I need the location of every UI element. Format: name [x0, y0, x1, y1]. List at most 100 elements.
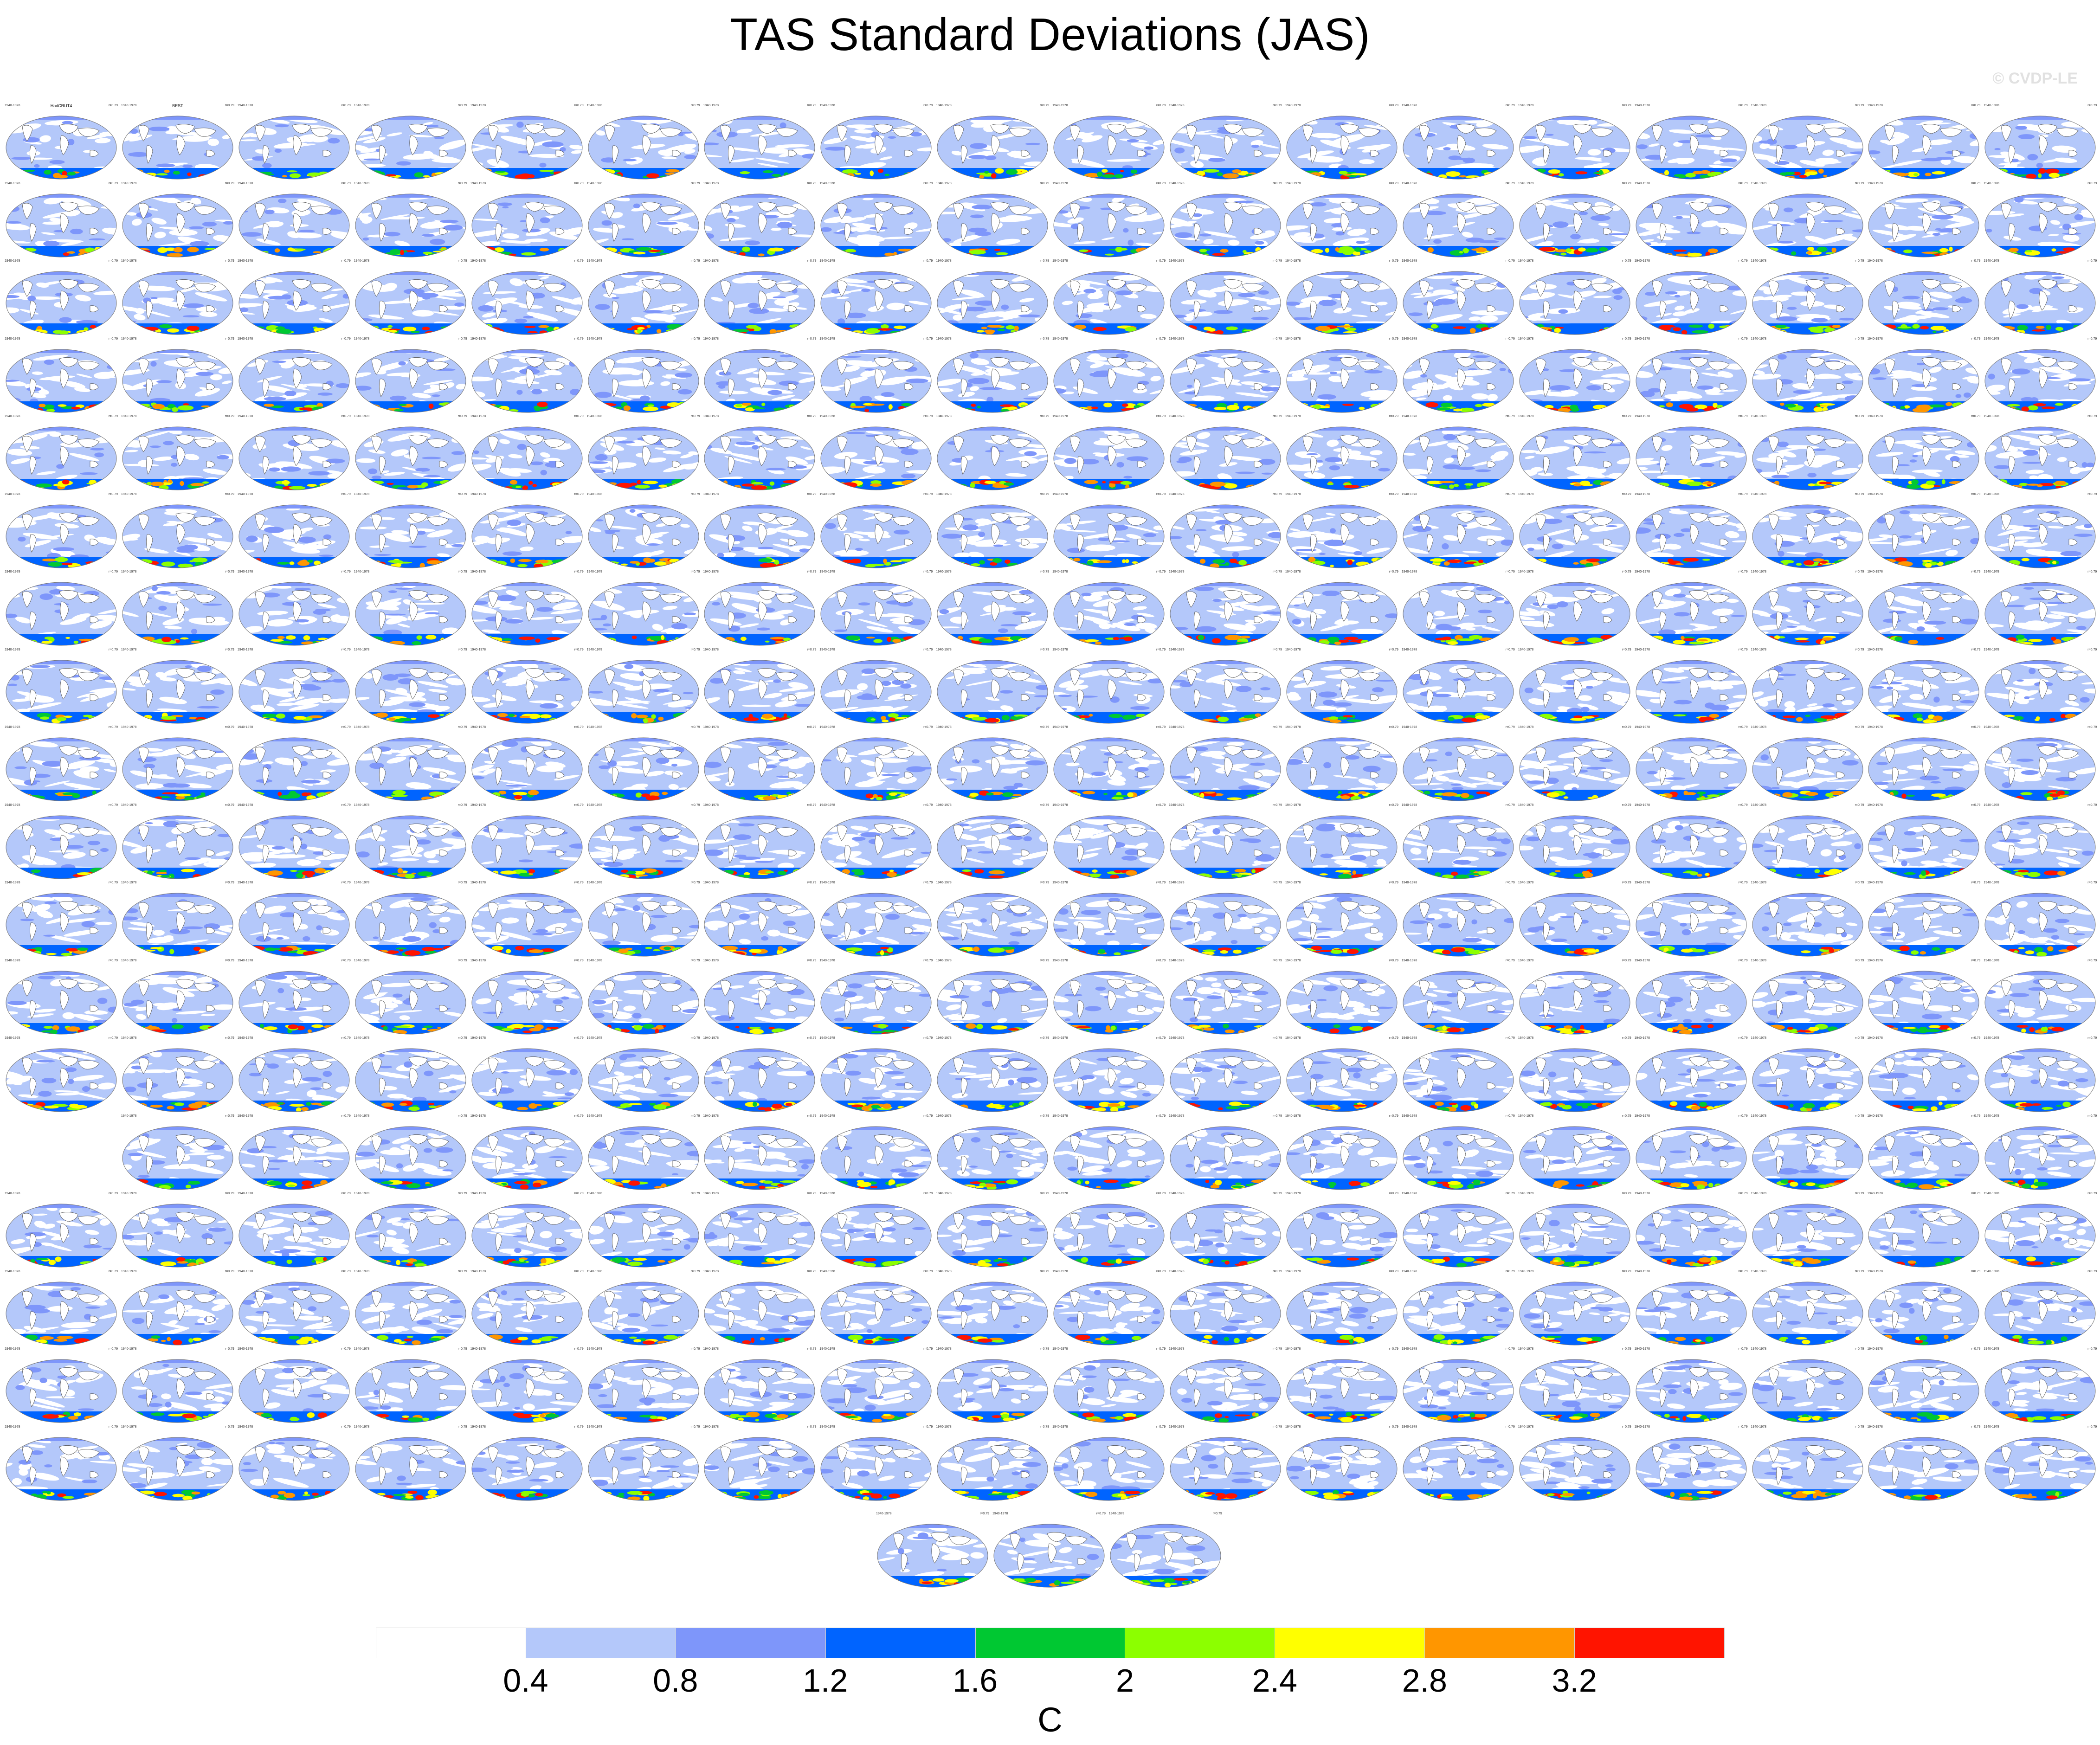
- panel-correlation-label: r=0.79: [1971, 726, 1981, 729]
- global-map: [937, 504, 1048, 568]
- panel-period-label: 1940-1978: [819, 881, 835, 884]
- map-panel: 1940-1978 r=0.79: [1051, 1269, 1166, 1347]
- global-map: [1519, 1437, 1630, 1500]
- panel-period-label: 1940-1978: [1867, 181, 1883, 185]
- panel-period-label: 1940-1978: [5, 570, 20, 573]
- panel-period-label: 1940-1978: [819, 726, 835, 729]
- panel-period-label: 1940-1978: [1634, 337, 1650, 341]
- panel-period-label: 1940-1978: [1285, 1037, 1301, 1040]
- global-map: [588, 1126, 699, 1190]
- global-map: [1636, 116, 1747, 180]
- panel-period-label: 1940-1978: [470, 1192, 486, 1195]
- panel-correlation-label: r=0.79: [1622, 1037, 1631, 1040]
- global-map: [355, 660, 466, 723]
- global-map: [1636, 893, 1747, 957]
- map-panel: 1940-1978 r=0.79: [237, 958, 352, 1036]
- panel-correlation-label: r=0.79: [225, 492, 234, 496]
- global-map: [1286, 893, 1398, 957]
- global-map: [1403, 1359, 1514, 1423]
- map-panel: 1940-1978 r=0.79: [353, 1269, 468, 1347]
- map-panel: 1940-1978 r=0.79: [1634, 492, 1749, 570]
- panel-period-label: 1940-1978: [586, 570, 602, 573]
- global-map: [1286, 971, 1398, 1034]
- panel-period-label: 1940-1978: [819, 1037, 835, 1040]
- map-panel: 1940-1978 r=0.79: [702, 1269, 817, 1347]
- panel-period-label: 1940-1978: [354, 803, 370, 807]
- global-map: [238, 1048, 350, 1112]
- panel-correlation-label: r=0.79: [807, 803, 817, 807]
- global-map: [1519, 193, 1630, 257]
- map-panel: 1940-1978 r=0.79: [1401, 1424, 1516, 1502]
- panel-period-label: 1940-1978: [1751, 1114, 1766, 1118]
- panel-period-label: 1940-1978: [936, 492, 952, 496]
- map-panel: 1940-1978 r=0.79: [1750, 1191, 1865, 1269]
- panel-correlation-label: r=0.79: [1622, 181, 1631, 185]
- panel-correlation-label: r=0.79: [457, 1347, 467, 1351]
- panel-period-label: 1940-1978: [1984, 492, 1999, 496]
- map-panel: 1940-1978 r=0.79: [1866, 492, 1981, 570]
- map-panel: 1940-1978 r=0.79: [1284, 958, 1399, 1036]
- panel-period-label: 1940-1978: [1751, 881, 1766, 884]
- panel-period-label: 1940-1978: [1518, 415, 1534, 418]
- colorbar-tick-label: 2.8: [1402, 1662, 1447, 1699]
- global-map: [471, 1126, 583, 1190]
- global-map: [6, 582, 117, 646]
- panel-period-label: 1940-1978: [936, 415, 952, 418]
- map-panel: 1940-1978 r=0.79: [1750, 492, 1865, 570]
- panel-period-label: 1940-1978: [1867, 415, 1883, 418]
- panel-period-label: 1940-1978: [1867, 570, 1883, 573]
- map-panel: 1940-1978 r=0.79: [818, 569, 934, 647]
- panel-correlation-label: r=0.79: [1505, 726, 1515, 729]
- global-map: [122, 893, 233, 957]
- global-map: [937, 426, 1048, 490]
- panel-correlation-label: r=0.79: [1272, 1347, 1282, 1351]
- map-panel: 1940-1978 r=0.79: [1401, 1191, 1516, 1269]
- map-panel: 1940-1978 r=0.79: [818, 647, 934, 725]
- panel-period-label: 1940-1978: [1169, 1037, 1185, 1040]
- panel-correlation-label: r=0.79: [1738, 259, 1748, 263]
- panel-period-label: 1940-1978: [586, 181, 602, 185]
- panel-period-label: 1940-1978: [936, 726, 952, 729]
- map-panel: 1940-1978 r=0.79: [586, 569, 701, 647]
- map-panel: 1940-1978 r=0.79: [818, 1036, 934, 1114]
- map-panel: 1940-1978 r=0.79: [1284, 1269, 1399, 1347]
- global-map: [1868, 193, 1979, 257]
- panel-period-label: 1940-1978: [586, 648, 602, 651]
- map-panel: 1940-1978 r=0.79: [237, 258, 352, 336]
- panel-period-label: 1940-1978: [121, 259, 137, 263]
- colorbar-tick-label: 3.2: [1552, 1662, 1597, 1699]
- global-map: [704, 815, 815, 879]
- map-panel: 1940-1978 r=0.79: [1634, 1346, 1749, 1424]
- global-map: [122, 1204, 233, 1268]
- panel-period-label: 1940-1978: [354, 415, 370, 418]
- map-panel: 1940-1978 r=0.79: [935, 803, 1050, 881]
- map-panel: 1940-1978 r=0.79: [702, 492, 817, 570]
- panel-period-label: 1940-1978: [1052, 492, 1068, 496]
- global-map: [1053, 349, 1165, 412]
- panel-correlation-label: r=0.79: [108, 337, 118, 341]
- global-map: [937, 1048, 1048, 1112]
- map-panel: 1940-1978 r=0.79: [470, 1191, 585, 1269]
- map-panel: 1940-1978 r=0.79: [237, 103, 352, 181]
- map-panel: 1940-1978 r=0.79: [586, 103, 701, 181]
- panel-correlation-label: r=0.79: [1156, 104, 1166, 107]
- colorbar-box: [1424, 1628, 1575, 1658]
- global-map: [1053, 193, 1165, 257]
- global-map: [1636, 1048, 1747, 1112]
- panel-period-label: 1940-1978: [237, 1114, 253, 1118]
- panel-period-label: 1940-1978: [1751, 1347, 1766, 1351]
- global-map: [588, 271, 699, 335]
- global-map: [238, 349, 350, 412]
- panel-period-label: 1940-1978: [1984, 1269, 1999, 1273]
- panel-correlation-label: r=0.79: [1738, 1269, 1748, 1273]
- map-panel: 1940-1978 r=0.79: [120, 725, 235, 803]
- global-map: [6, 1437, 117, 1500]
- global-map: [704, 116, 815, 180]
- panel-correlation-label: r=0.79: [1855, 104, 1864, 107]
- map-panel: 1940-1978 r=0.79: [1401, 1346, 1516, 1424]
- global-map: [238, 1281, 350, 1345]
- panel-correlation-label: r=0.79: [1971, 1269, 1981, 1273]
- panel-period-label: 1940-1978: [1052, 1192, 1068, 1195]
- panel-correlation-label: r=0.79: [1622, 104, 1631, 107]
- panel-correlation-label: r=0.79: [1505, 1192, 1515, 1195]
